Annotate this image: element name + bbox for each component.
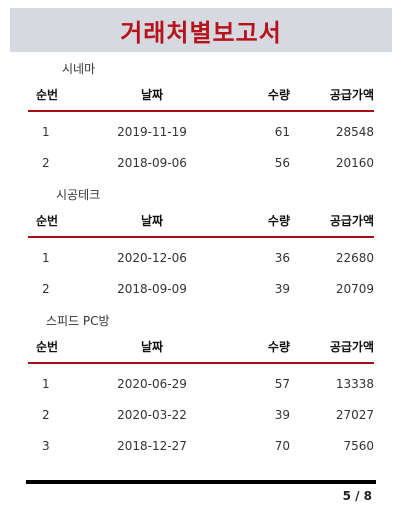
client-group-name: 시네마 — [0, 52, 402, 78]
table-row: 2 2018-09-09 39 20709 — [28, 273, 374, 304]
cell-amount: 13338 — [335, 377, 374, 391]
column-header-qty: 수량 — [267, 88, 290, 102]
cell-qty: 56 — [274, 156, 290, 170]
table-header: 순번 날짜 수량 공급가액 — [28, 78, 374, 112]
column-header-qty: 수량 — [267, 340, 290, 354]
report-body: 시네마 순번 날짜 수량 공급가액 1 2019-11-19 61 28548 2 2018-09-… — [0, 52, 402, 461]
cell-date: 2020-06-29 — [117, 377, 187, 391]
cell-amount: 20160 — [335, 156, 374, 170]
column-header-amount: 공급가액 — [329, 214, 374, 228]
cell-amount: 20709 — [335, 282, 374, 296]
table-row: 2 2018-09-06 56 20160 — [28, 147, 374, 178]
cell-no: 1 — [42, 251, 50, 265]
column-header-amount: 공급가액 — [329, 88, 374, 102]
column-header-date: 날짜 — [140, 214, 164, 228]
page-number: 5 / 8 — [342, 489, 372, 503]
client-name-label: 시공테크 — [56, 188, 101, 202]
cell-amount: 22680 — [335, 251, 374, 265]
cell-qty: 57 — [274, 377, 290, 391]
cell-no: 1 — [42, 377, 50, 391]
column-header-no: 순번 — [36, 214, 59, 228]
report-header: 거래처별보고서 — [10, 8, 392, 52]
cell-no: 2 — [42, 282, 50, 296]
client-name-label: 스피드 PC방 — [46, 314, 110, 328]
cell-qty: 70 — [274, 439, 290, 453]
column-header-qty: 수량 — [267, 214, 290, 228]
cell-amount: 27027 — [335, 408, 374, 422]
cell-no: 3 — [42, 439, 50, 453]
cell-no: 2 — [42, 156, 50, 170]
client-group-name: 스피드 PC방 — [0, 304, 402, 330]
cell-qty: 36 — [274, 251, 290, 265]
cell-date: 2018-09-06 — [117, 156, 187, 170]
table-row: 1 2020-12-06 36 22680 — [28, 242, 374, 273]
cell-qty: 39 — [274, 408, 290, 422]
table-row: 1 2019-11-19 61 28548 — [28, 116, 374, 147]
table-row: 1 2020-06-29 57 13338 — [28, 368, 374, 399]
column-header-amount: 공급가액 — [329, 340, 374, 354]
column-header-no: 순번 — [36, 340, 59, 354]
table-header: 순번 날짜 수량 공급가액 — [28, 330, 374, 364]
cell-no: 2 — [42, 408, 50, 422]
column-header-date: 날짜 — [140, 340, 164, 354]
cell-date: 2018-09-09 — [117, 282, 187, 296]
cell-amount: 28548 — [335, 125, 374, 139]
cell-qty: 39 — [274, 282, 290, 296]
footer-divider — [26, 480, 376, 484]
cell-qty: 61 — [274, 125, 290, 139]
column-header-date: 날짜 — [140, 88, 164, 102]
cell-date: 2019-11-19 — [117, 125, 187, 139]
table-header: 순번 날짜 수량 공급가액 — [28, 204, 374, 238]
client-name-label: 시네마 — [62, 62, 96, 76]
cell-date: 2020-12-06 — [117, 251, 187, 265]
table-row: 3 2018-12-27 70 7560 — [28, 430, 374, 461]
cell-date: 2020-03-22 — [117, 408, 187, 422]
table-row: 2 2020-03-22 39 27027 — [28, 399, 374, 430]
report-title: 거래처별보고서 — [120, 17, 282, 47]
cell-no: 1 — [42, 125, 50, 139]
cell-amount: 7560 — [343, 439, 374, 453]
column-header-no: 순번 — [36, 88, 59, 102]
cell-date: 2018-12-27 — [117, 439, 187, 453]
client-group-name: 시공테크 — [0, 178, 402, 204]
